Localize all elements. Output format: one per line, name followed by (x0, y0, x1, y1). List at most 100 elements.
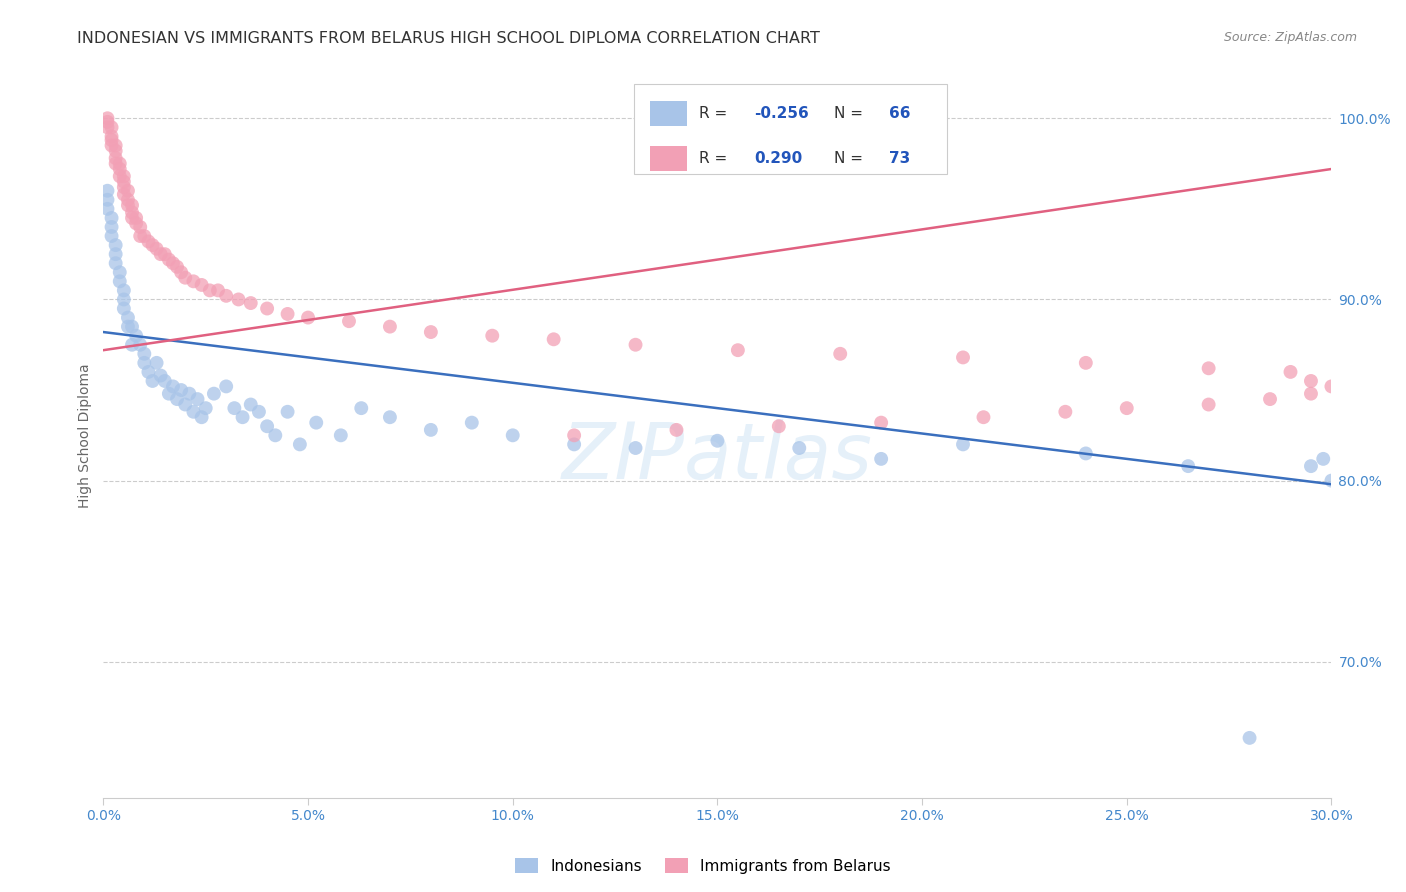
Text: Source: ZipAtlas.com: Source: ZipAtlas.com (1223, 31, 1357, 45)
Point (256, 301, 278, 316)
Point (117, 198, 139, 212)
Point (224, 401, 246, 416)
Point (1074, 356, 1097, 370)
Point (174, 270, 197, 285)
Point (96, 112, 118, 126)
Point (129, 219, 152, 234)
Point (194, 401, 217, 416)
Point (112, 301, 135, 316)
Point (215, 379, 238, 393)
Point (277, 405, 299, 419)
FancyBboxPatch shape (650, 101, 686, 126)
Point (186, 392, 208, 406)
Point (100, 229, 122, 244)
FancyBboxPatch shape (650, 146, 686, 171)
Point (502, 428, 524, 442)
Point (117, 184, 139, 198)
Point (125, 211, 148, 225)
Point (162, 379, 184, 393)
Text: ZIPatlas: ZIPatlas (562, 419, 873, 495)
FancyBboxPatch shape (634, 84, 948, 175)
Point (100, 129, 122, 144)
Point (1299, 386, 1322, 401)
Point (104, 247, 127, 261)
Point (1177, 459, 1199, 474)
Point (179, 386, 201, 401)
Point (1312, 451, 1334, 466)
Point (665, 423, 688, 437)
Point (952, 437, 974, 451)
Point (378, 319, 401, 334)
Point (134, 229, 156, 244)
Text: R =: R = (699, 151, 733, 166)
Point (96, 184, 118, 198)
Point (104, 256, 127, 270)
Point (117, 193, 139, 207)
Point (247, 405, 270, 419)
Point (419, 423, 441, 437)
Point (481, 328, 503, 343)
Point (121, 205, 143, 219)
Point (121, 319, 143, 334)
Point (112, 284, 135, 298)
Point (100, 219, 122, 234)
Text: INDONESIAN VS IMMIGRANTS FROM BELARUS HIGH SCHOOL DIPLOMA CORRELATION CHART: INDONESIAN VS IMMIGRANTS FROM BELARUS HI… (77, 31, 820, 46)
Point (207, 284, 229, 298)
Y-axis label: High School Diploma: High School Diploma (79, 363, 93, 508)
Point (350, 401, 373, 416)
Point (121, 211, 143, 225)
Point (112, 180, 135, 194)
Point (256, 419, 278, 434)
Point (232, 410, 254, 425)
Point (138, 365, 160, 379)
Point (706, 434, 728, 448)
Point (378, 410, 401, 425)
Text: N =: N = (834, 106, 868, 120)
Point (104, 238, 127, 252)
Point (121, 337, 143, 351)
Point (157, 252, 180, 267)
Text: 73: 73 (890, 151, 911, 166)
Point (952, 351, 974, 365)
Point (129, 229, 152, 244)
Point (264, 428, 287, 442)
Point (562, 428, 585, 442)
Point (288, 437, 311, 451)
Point (183, 274, 205, 288)
Point (190, 410, 212, 425)
Point (141, 238, 163, 252)
Point (108, 156, 131, 170)
Point (138, 235, 160, 249)
Point (145, 242, 167, 256)
Point (108, 161, 131, 176)
Point (727, 343, 749, 358)
Legend: Indonesians, Immigrants from Belarus: Indonesians, Immigrants from Belarus (509, 852, 897, 880)
Point (125, 328, 148, 343)
Point (112, 175, 135, 189)
Point (129, 337, 152, 351)
Point (157, 386, 180, 401)
Point (202, 386, 225, 401)
Point (141, 374, 163, 388)
Point (112, 169, 135, 184)
Text: -0.256: -0.256 (754, 106, 808, 120)
Point (277, 307, 299, 321)
Point (329, 428, 352, 442)
Point (337, 314, 360, 328)
Point (461, 416, 484, 430)
Point (1239, 731, 1261, 745)
Point (787, 441, 810, 455)
Point (830, 347, 852, 361)
Text: 0.290: 0.290 (754, 151, 803, 166)
Point (1320, 474, 1343, 488)
Point (1074, 446, 1097, 460)
Point (183, 405, 205, 419)
Point (96, 193, 118, 207)
Point (134, 356, 156, 370)
Point (190, 277, 212, 292)
Point (1299, 459, 1322, 474)
Point (624, 441, 647, 455)
Point (543, 332, 565, 346)
Point (1279, 365, 1302, 379)
Point (870, 451, 893, 466)
